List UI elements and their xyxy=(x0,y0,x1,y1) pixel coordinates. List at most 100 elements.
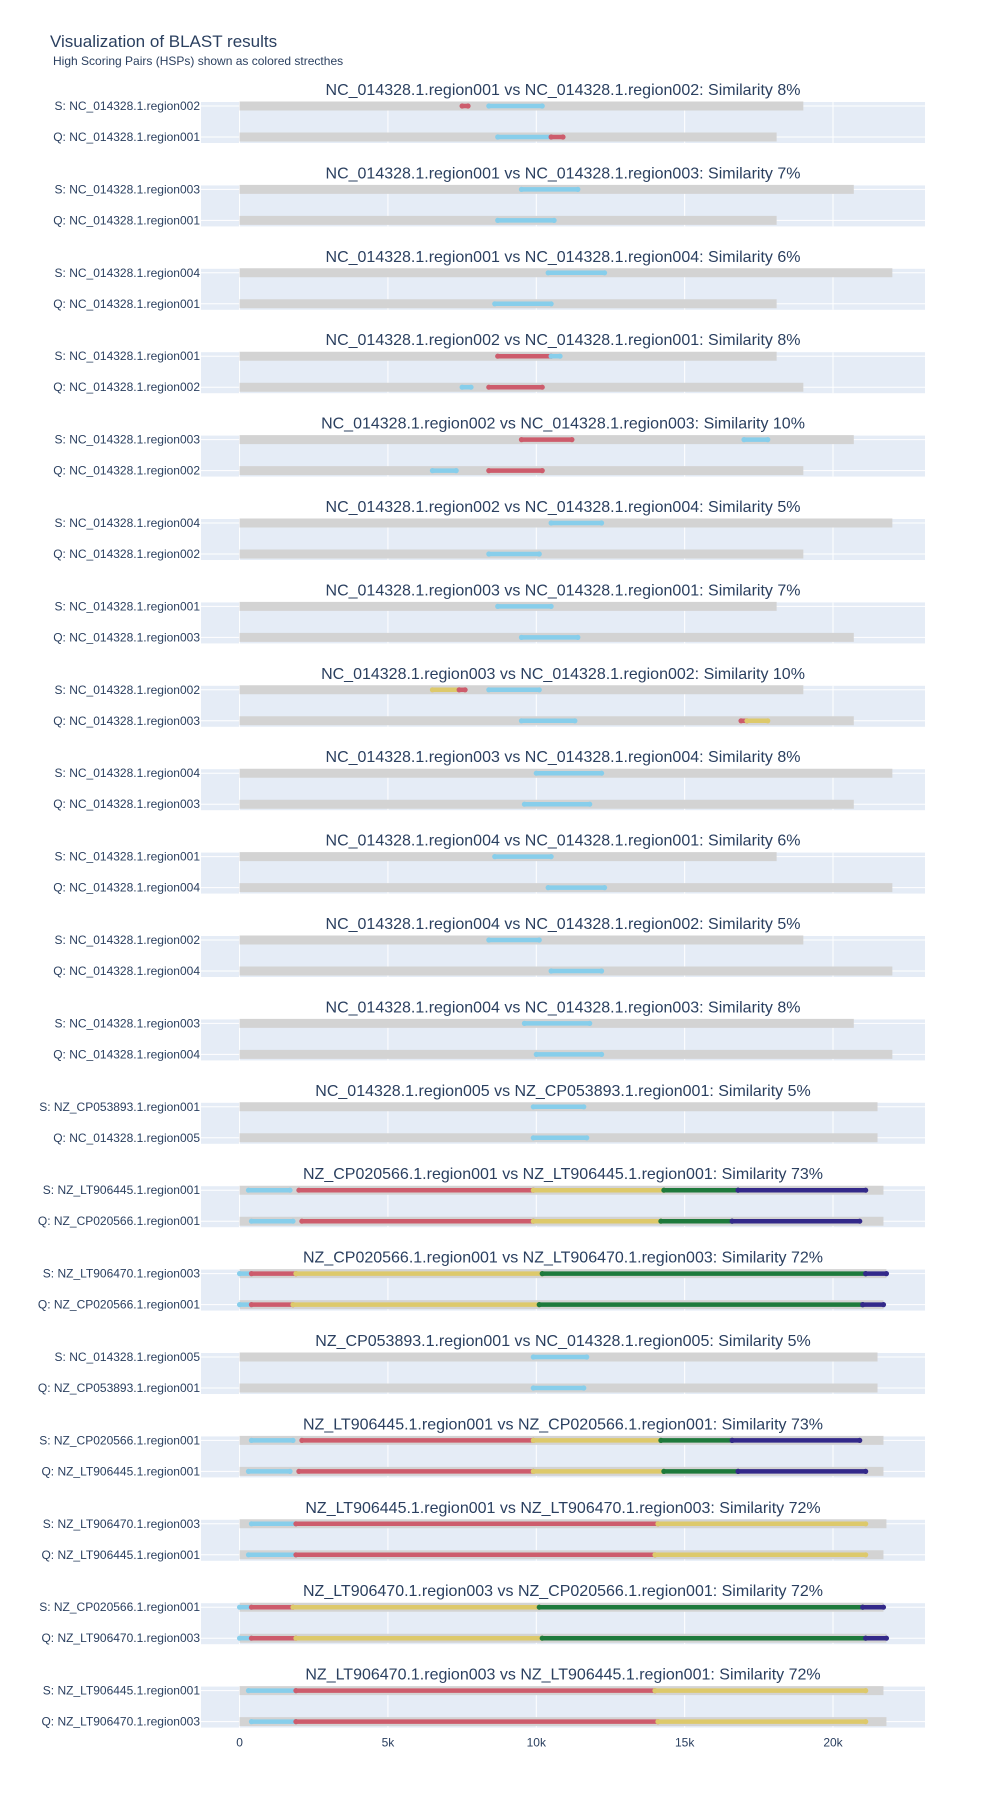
hsp-end-point xyxy=(572,718,578,724)
hsp-start-point xyxy=(236,1635,243,1641)
hsp-start-point xyxy=(495,217,501,223)
hsp-start-point xyxy=(863,1635,869,1641)
x-tick-label: 0 xyxy=(236,1736,243,1750)
hsp-start-point xyxy=(248,1604,255,1610)
hsp-end-point xyxy=(863,1521,869,1527)
hsp-end-point xyxy=(857,1218,863,1224)
hsp-start-point xyxy=(521,1020,528,1026)
hsp-start-point xyxy=(652,1688,658,1694)
panel-title: NC_014328.1.region001 vs NC_014328.1.reg… xyxy=(326,249,801,266)
hsp-start-point xyxy=(299,1437,305,1443)
hsp-end-point xyxy=(598,520,605,526)
hsp-start-point xyxy=(429,468,436,474)
query-label: Q: NZ_LT906445.1.region001 xyxy=(41,1464,200,1478)
hsp-start-point xyxy=(744,718,750,724)
hsp-start-point xyxy=(729,1218,735,1224)
hsp-start-point xyxy=(293,1688,299,1694)
hsp-end-point xyxy=(569,437,575,443)
panel-title: NC_014328.1.region003 vs NC_014328.1.reg… xyxy=(326,582,801,599)
hsp-end-point xyxy=(863,1468,869,1474)
panel-title: NC_014328.1.region001 vs NC_014328.1.reg… xyxy=(326,82,801,99)
subject-label: S: NC_014328.1.region003 xyxy=(55,1016,201,1030)
hsp-start-point xyxy=(530,1135,536,1141)
hsp-start-point xyxy=(738,718,744,724)
hsp-start-point xyxy=(459,384,465,390)
query-label: Q: NC_014328.1.region002 xyxy=(53,380,200,394)
query-label: Q: NC_014328.1.region002 xyxy=(53,547,200,561)
panel-title: NC_014328.1.region002 vs NC_014328.1.reg… xyxy=(326,499,801,516)
panel-title: NC_014328.1.region004 vs NC_014328.1.reg… xyxy=(326,999,801,1016)
hsp-start-point xyxy=(293,1635,299,1641)
hsp-start-point xyxy=(495,353,501,359)
hsp-end-point xyxy=(557,353,563,359)
hsp-end-point xyxy=(883,1271,890,1277)
hsp-start-point xyxy=(293,1521,299,1527)
hsp-end-point xyxy=(863,1688,869,1694)
hsp-end-point xyxy=(539,468,545,474)
x-tick-label: 10k xyxy=(527,1736,547,1750)
query-label: Q: NC_014328.1.region003 xyxy=(53,797,200,811)
hsp-end-point xyxy=(587,801,593,807)
hsp-end-point xyxy=(598,770,605,776)
hsp-end-point xyxy=(883,1635,890,1641)
subject-label: S: NZ_CP020566.1.region001 xyxy=(39,1600,200,1614)
hsp-start-point xyxy=(486,468,492,474)
hsp-start-point xyxy=(735,1187,741,1193)
hsp-end-point xyxy=(548,854,554,860)
subject-label: S: NZ_LT906445.1.region001 xyxy=(43,1183,201,1197)
panel-title: NC_014328.1.region002 vs NC_014328.1.reg… xyxy=(321,416,805,433)
hsp-start-point xyxy=(539,1271,545,1277)
hsp-start-point xyxy=(545,270,551,276)
hsp-start-point xyxy=(248,1218,255,1224)
subject-label: S: NC_014328.1.region001 xyxy=(55,599,201,613)
subject-label: S: NZ_CP053893.1.region001 xyxy=(39,1100,200,1114)
panel-title: NZ_LT906470.1.region003 vs NZ_CP020566.1… xyxy=(303,1583,823,1600)
hsp-end-point xyxy=(453,468,459,474)
query-label: Q: NC_014328.1.region003 xyxy=(53,630,200,644)
hsp-start-point xyxy=(299,1218,305,1224)
hsp-start-point xyxy=(661,1468,667,1474)
query-label: Q: NC_014328.1.region001 xyxy=(53,213,200,227)
hsp-start-point xyxy=(293,1552,299,1558)
hsp-end-point xyxy=(287,1187,293,1193)
hsp-start-point xyxy=(486,551,492,557)
hsp-end-point xyxy=(290,1218,296,1224)
hsp-start-point xyxy=(245,1468,252,1474)
hsp-start-point xyxy=(248,1302,255,1308)
hsp-end-point xyxy=(587,1020,593,1026)
x-tick-label: 20k xyxy=(823,1736,843,1750)
subject-label: S: NC_014328.1.region004 xyxy=(55,766,201,780)
subject-label: S: NZ_LT906470.1.region003 xyxy=(43,1267,201,1281)
hsp-start-point xyxy=(863,1271,869,1277)
query-label: Q: NZ_LT906470.1.region003 xyxy=(41,1631,200,1645)
query-label: Q: NC_014328.1.region003 xyxy=(53,714,200,728)
hsp-start-point xyxy=(536,1302,542,1308)
hsp-start-point xyxy=(530,1187,536,1193)
hsp-start-point xyxy=(548,134,554,140)
hsp-start-point xyxy=(495,134,501,140)
panel-title: NC_014328.1.region003 vs NC_014328.1.reg… xyxy=(321,666,805,683)
query-label: Q: NZ_LT906470.1.region003 xyxy=(41,1715,200,1729)
hsp-start-point xyxy=(245,1688,252,1694)
query-label: Q: NC_014328.1.region005 xyxy=(53,1131,200,1145)
hsp-start-point xyxy=(530,1468,536,1474)
panel-title: NC_014328.1.region005 vs NZ_CP053893.1.r… xyxy=(315,1083,810,1100)
hsp-start-point xyxy=(486,687,492,693)
subject-label: S: NC_014328.1.region004 xyxy=(55,266,201,280)
hsp-end-point xyxy=(857,1437,863,1443)
query-label: Q: NZ_CP053893.1.region001 xyxy=(38,1381,200,1395)
hsp-start-point xyxy=(658,1437,664,1443)
hsp-end-point xyxy=(863,1552,869,1558)
query-label: Q: NC_014328.1.region001 xyxy=(53,297,200,311)
hsp-start-point xyxy=(248,1271,255,1277)
hsp-start-point xyxy=(456,687,462,693)
hsp-start-point xyxy=(860,1604,866,1610)
panel-title: NC_014328.1.region001 vs NC_014328.1.reg… xyxy=(326,165,801,182)
subject-label: S: NZ_CP020566.1.region001 xyxy=(39,1433,200,1447)
hsp-start-point xyxy=(486,384,492,390)
hsp-end-point xyxy=(598,1051,605,1057)
hsp-end-point xyxy=(863,1187,869,1193)
hsp-start-point xyxy=(518,437,525,443)
subject-label: S: NC_014328.1.region002 xyxy=(55,99,201,113)
panel-title: NC_014328.1.region002 vs NC_014328.1.reg… xyxy=(326,332,801,349)
